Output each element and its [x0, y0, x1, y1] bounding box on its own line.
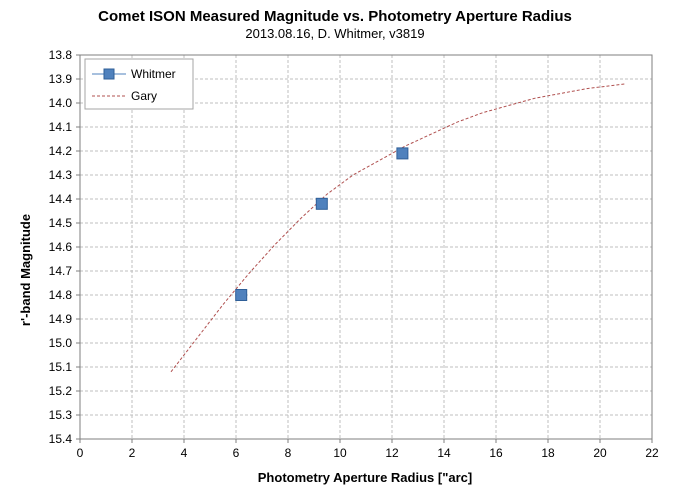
chart-title: Comet ISON Measured Magnitude vs. Photom… — [98, 8, 572, 25]
y-tick-label: 14.9 — [49, 312, 73, 326]
y-tick-label: 14.0 — [49, 96, 73, 110]
y-tick-label: 15.0 — [49, 336, 73, 350]
legend: Whitmer Gary — [84, 58, 194, 110]
x-tick-label: 10 — [333, 446, 347, 460]
x-tick-label: 22 — [645, 446, 659, 460]
legend-whitmer-label: Whitmer — [131, 67, 176, 81]
x-tick-label: 0 — [77, 446, 84, 460]
x-tick-label: 20 — [593, 446, 607, 460]
y-tick-label: 14.4 — [49, 192, 73, 206]
series-line-gary — [170, 83, 627, 373]
x-tick-label: 4 — [181, 446, 188, 460]
x-tick-label: 8 — [285, 446, 292, 460]
y-tick-label: 13.9 — [49, 72, 73, 86]
y-tick-label: 13.8 — [49, 48, 73, 62]
x-tick-label: 12 — [385, 446, 399, 460]
y-tick-label: 14.6 — [49, 240, 73, 254]
y-tick-label: 14.1 — [49, 120, 73, 134]
y-tick-label: 15.2 — [49, 384, 73, 398]
y-tick-label: 14.5 — [49, 216, 73, 230]
x-axis-label: Photometry Aperture Radius ["arc] — [258, 470, 472, 485]
y-tick-label: 15.1 — [49, 360, 73, 374]
data-point-whitmer — [235, 289, 248, 301]
series-layer — [170, 83, 627, 373]
x-axis-ticks: 0 2 4 6 8 10 12 14 16 18 20 22 — [77, 439, 659, 460]
y-axis-label: r'-band Magnitude — [18, 214, 33, 326]
data-point-whitmer — [315, 197, 328, 210]
x-tick-label: 6 — [233, 446, 240, 460]
x-tick-label: 18 — [541, 446, 555, 460]
y-tick-label: 14.3 — [49, 168, 73, 182]
x-tick-label: 14 — [437, 446, 451, 460]
legend-gary-label: Gary — [131, 89, 157, 103]
y-tick-label: 15.3 — [49, 408, 73, 422]
legend-box — [84, 58, 194, 110]
x-tick-label: 16 — [489, 446, 503, 460]
x-tick-label: 2 — [129, 446, 136, 460]
legend-whitmer-marker — [103, 68, 115, 80]
y-axis-ticks: 13.8 13.9 14.0 14.1 14.2 14.3 14.4 14.5 14.6 14.7… — [49, 48, 80, 446]
chart-subtitle: 2013.08.16, D. Whitmer, v3819 — [245, 26, 424, 41]
y-tick-label: 14.8 — [49, 288, 73, 302]
gridlines — [79, 54, 653, 440]
y-tick-label: 14.7 — [49, 264, 73, 278]
data-point-whitmer — [396, 147, 409, 160]
y-tick-label: 15.4 — [49, 432, 73, 446]
y-tick-label: 14.2 — [49, 144, 73, 158]
